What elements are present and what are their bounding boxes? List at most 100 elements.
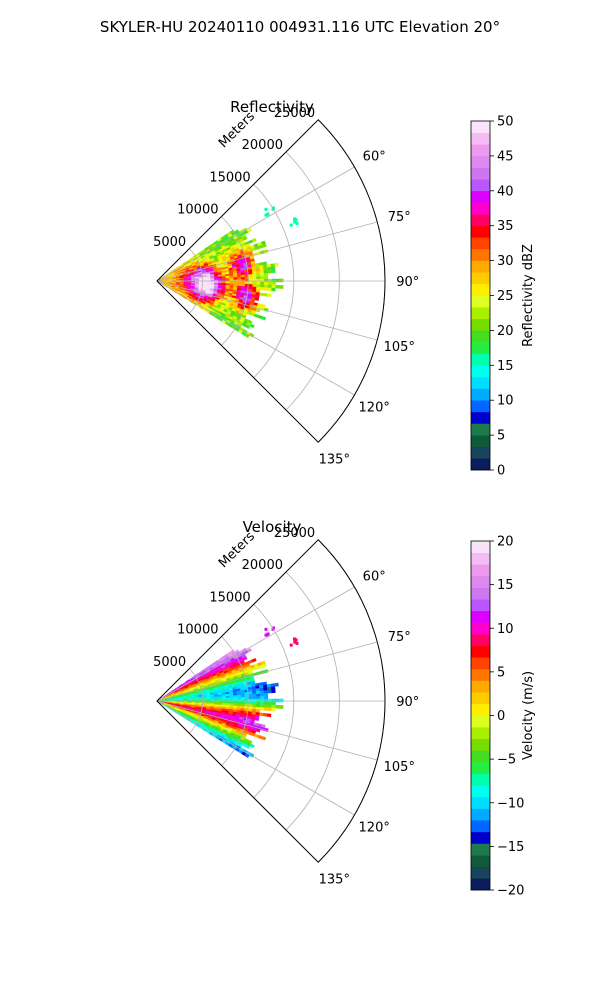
radar-echo xyxy=(293,217,297,221)
radar-echo xyxy=(293,220,297,224)
radar-gate xyxy=(214,278,219,281)
radar-gate xyxy=(214,698,219,701)
colorbar-tick-label: 50 xyxy=(497,115,514,130)
colorbar-tick-label: −20 xyxy=(497,884,524,899)
colorbar-segment xyxy=(471,295,490,308)
colorbar-segment xyxy=(471,820,490,833)
figure-suptitle: SKYLER-HU 20240110 004931.116 UTC Elevat… xyxy=(100,18,500,36)
radar-gate xyxy=(221,277,227,281)
radar-gate xyxy=(263,273,269,277)
radar-gate xyxy=(271,281,276,286)
radar-gate xyxy=(264,278,269,283)
azimuth-tick-label: 75° xyxy=(388,630,411,645)
radar-gate xyxy=(261,736,267,741)
radar-gate xyxy=(252,279,257,283)
radar-gate xyxy=(259,712,264,717)
radar-gate xyxy=(263,270,268,274)
radar-gate xyxy=(206,698,211,701)
radar-gate xyxy=(274,682,279,687)
colorbar-segment xyxy=(471,190,490,203)
radar-gate xyxy=(260,701,265,705)
colorbar-tick-label: 0 xyxy=(497,709,505,724)
radar-gate xyxy=(260,693,265,697)
radar-gate xyxy=(267,284,272,289)
radar-gate xyxy=(271,704,276,709)
radar-gate xyxy=(260,284,265,288)
radar-gate xyxy=(221,697,227,701)
colorbar-segment xyxy=(471,446,490,459)
radar-gate xyxy=(206,278,211,281)
radar-gate xyxy=(267,281,273,286)
radar-gate xyxy=(267,701,273,706)
colorbar-label: Reflectivity dBZ xyxy=(521,244,536,347)
colorbar-segment xyxy=(471,785,490,798)
radar-gate xyxy=(240,692,246,696)
colorbar-segment xyxy=(471,330,490,343)
radar-gate xyxy=(241,701,246,705)
radar-gate xyxy=(267,269,272,274)
radar-gate xyxy=(241,277,246,280)
colorbar-segment xyxy=(471,564,490,577)
colorbar-segment xyxy=(471,121,490,133)
radar-gate xyxy=(241,697,246,700)
colorbar-tick-label: 25 xyxy=(497,289,514,304)
radar-echo xyxy=(271,627,275,631)
polar-frame xyxy=(156,539,386,863)
radar-gate xyxy=(252,276,257,280)
radar-gate xyxy=(252,273,257,277)
azimuth-tick-label: 60° xyxy=(363,150,386,165)
colorbar-segment xyxy=(471,237,490,250)
azimuth-tick-label: 105° xyxy=(384,760,415,775)
colorbar-segment xyxy=(471,458,490,471)
radar-gate xyxy=(241,281,246,285)
radar-gate xyxy=(275,278,280,283)
radar-echo xyxy=(293,637,297,641)
radar-gate xyxy=(237,277,242,280)
radar-gate xyxy=(218,278,223,281)
radar-echo xyxy=(264,627,268,631)
radar-gate xyxy=(256,279,261,283)
radar-gate xyxy=(264,281,269,286)
radar-gate xyxy=(256,696,261,700)
polar-grid xyxy=(156,119,386,443)
radar-gate xyxy=(233,275,238,278)
colorbar-segment xyxy=(471,645,490,658)
radar-gate xyxy=(248,701,253,705)
colorbar-segment xyxy=(471,132,490,145)
radar-gate xyxy=(233,697,238,700)
radar-gate xyxy=(263,693,269,697)
range-tick-label: 20000 xyxy=(242,558,283,573)
colorbar-segment xyxy=(471,202,490,215)
radar-gate xyxy=(267,266,272,271)
colorbar-segment xyxy=(471,727,490,740)
radar-echo xyxy=(265,633,269,637)
colorbar-segment xyxy=(471,634,490,646)
colorbar-segment xyxy=(471,541,490,553)
radar-echo xyxy=(295,641,299,645)
radar-gate xyxy=(248,696,253,700)
colorbar-segment xyxy=(471,342,490,354)
radar-gate xyxy=(242,236,248,241)
range-tick-label: 25000 xyxy=(274,526,315,541)
radar-gate xyxy=(221,276,227,279)
range-tick-label: 5000 xyxy=(153,235,186,250)
colorbar-segment xyxy=(471,376,490,389)
panel-title: Velocity xyxy=(243,518,302,536)
radar-gate xyxy=(261,663,267,668)
radar-gate xyxy=(260,696,265,700)
radar-gate xyxy=(237,701,242,705)
radar-gate xyxy=(275,284,280,289)
radar-field xyxy=(156,626,299,759)
radar-gate xyxy=(260,281,265,285)
radar-gate xyxy=(254,297,260,301)
radar-gate xyxy=(279,698,284,703)
radar-gate xyxy=(245,744,251,749)
radar-gate xyxy=(263,707,269,711)
radar-gate xyxy=(267,686,272,691)
radar-gate xyxy=(263,687,268,691)
radar-gate xyxy=(252,704,257,708)
radar-gate xyxy=(221,701,227,704)
radar-gate xyxy=(218,698,223,701)
colorbar-tick-label: 10 xyxy=(497,622,514,637)
